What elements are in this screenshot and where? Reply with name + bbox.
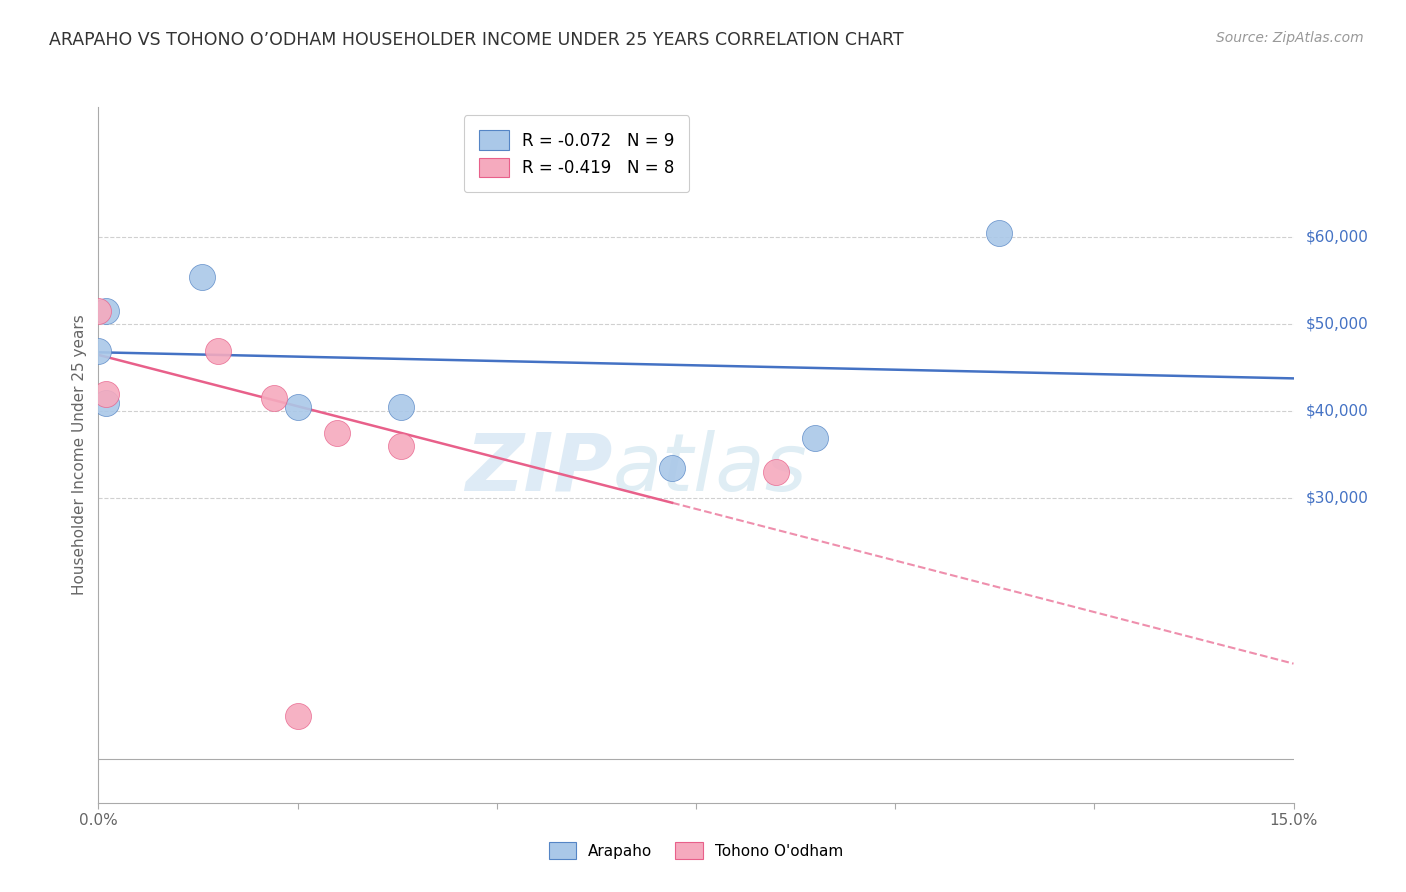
Point (326, 426, 349, 441)
Point (661, 461, 683, 475)
Point (287, 708, 309, 723)
Y-axis label: Householder Income Under 25 years: Householder Income Under 25 years (72, 315, 87, 595)
Point (191, 269, 214, 284)
Text: $60,000: $60,000 (1305, 230, 1368, 245)
Text: $50,000: $50,000 (1305, 317, 1368, 332)
Point (87, 304, 110, 318)
Text: ZIP: ZIP (465, 430, 612, 508)
Point (96, 396, 118, 410)
Point (287, 400, 309, 414)
Point (263, 392, 285, 406)
Point (96, 304, 118, 318)
Point (207, 343, 229, 358)
Point (765, 466, 787, 480)
Point (389, 439, 412, 453)
Point (804, 431, 827, 445)
Text: ARAPAHO VS TOHONO O’ODHAM HOUSEHOLDER INCOME UNDER 25 YEARS CORRELATION CHART: ARAPAHO VS TOHONO O’ODHAM HOUSEHOLDER IN… (49, 31, 904, 49)
Point (389, 400, 412, 414)
Point (96, 387, 118, 401)
Point (987, 226, 1010, 240)
Text: $30,000: $30,000 (1305, 491, 1368, 506)
Text: $40,000: $40,000 (1305, 404, 1368, 419)
Text: atlas: atlas (612, 430, 807, 508)
Point (87, 343, 110, 358)
Legend: Arapaho, Tohono O'odham: Arapaho, Tohono O'odham (536, 830, 856, 871)
Text: Source: ZipAtlas.com: Source: ZipAtlas.com (1216, 31, 1364, 45)
